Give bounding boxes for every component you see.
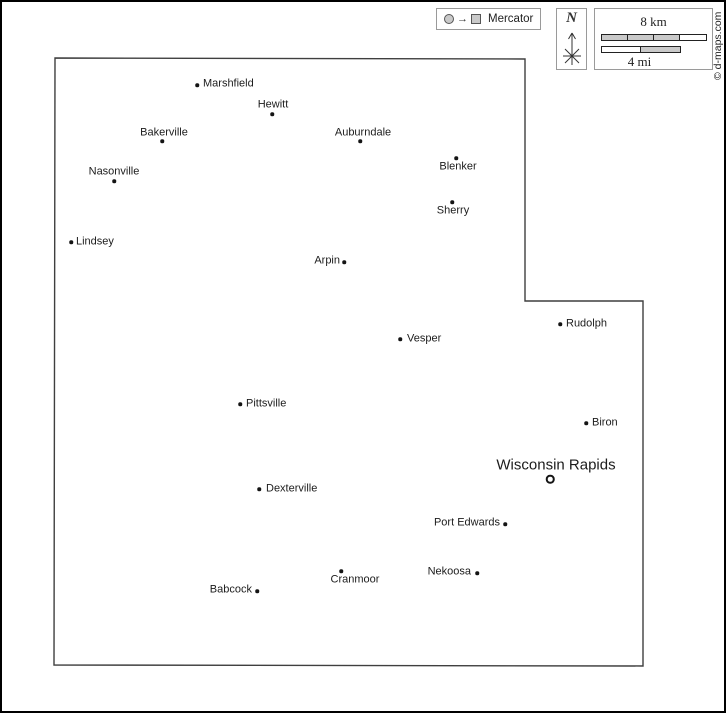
town-label-bakerville: Bakerville [140, 126, 188, 139]
km-bar-segment-1 [628, 35, 654, 40]
town-label-pittsville: Pittsville [246, 397, 287, 410]
town-marker-auburndale [358, 139, 362, 143]
town-marker-sherry [450, 200, 454, 204]
town-marker-pittsville [238, 402, 242, 406]
town-marker-bakerville [160, 139, 164, 143]
globe-circle-icon [444, 14, 454, 24]
town-marker-biron [584, 421, 588, 425]
town-label-hewitt: Hewitt [257, 98, 289, 111]
town-label-nasonville: Nasonville [88, 165, 140, 178]
town-marker-cranmoor [339, 569, 343, 573]
town-marker-blenker [454, 156, 458, 160]
town-marker-nekoosa [475, 571, 479, 575]
km-bar-segment-0 [602, 35, 628, 40]
town-marker-rudolph [558, 322, 562, 326]
town-label-cranmoor: Cranmoor [330, 573, 380, 586]
scale-km-label: 8 km [640, 14, 667, 29]
town-label-dexterville: Dexterville [266, 482, 318, 495]
town-label-sherry: Sherry [436, 204, 470, 217]
arrow-right-icon: → [457, 12, 468, 25]
mi-bar-segment-0 [602, 47, 641, 52]
town-label-lindsey: Lindsey [76, 235, 114, 248]
km-bar-segment-2 [654, 35, 680, 40]
scale-bar-km [601, 34, 707, 41]
town-label-wisconsin-rapids: Wisconsin Rapids [496, 456, 616, 474]
town-label-auburndale: Auburndale [334, 126, 392, 139]
town-label-rudolph: Rudolph [566, 317, 607, 330]
town-marker-vesper [398, 337, 402, 341]
town-marker-nasonville [112, 179, 116, 183]
town-label-marshfield: Marshfield [203, 77, 254, 90]
town-label-vesper: Vesper [407, 332, 442, 345]
town-label-arpin: Arpin [314, 254, 340, 267]
compass-box: N [556, 8, 587, 70]
town-label-biron: Biron [592, 416, 618, 429]
town-marker-dexterville [257, 487, 261, 491]
flat-square-icon [471, 14, 481, 24]
north-label: N [566, 10, 577, 26]
town-marker-marshfield [195, 83, 199, 87]
town-label-blenker: Blenker [439, 160, 477, 173]
county-outline [53, 57, 644, 667]
town-marker-wisconsin-rapids [545, 474, 555, 484]
km-bar-segment-3 [680, 35, 706, 40]
scale-bar-mi [601, 46, 681, 53]
town-label-port-edwards: Port Edwards [433, 516, 500, 529]
town-marker-arpin [342, 260, 346, 264]
projection-legend: → Mercator [436, 8, 542, 30]
scale-box: 8 km 4 mi [594, 8, 713, 70]
town-marker-hewitt [270, 112, 274, 116]
projection-label: Mercator [488, 13, 534, 25]
compass-rose-icon [563, 32, 581, 65]
mi-bar-segment-1 [641, 47, 680, 52]
town-marker-lindsey [69, 240, 73, 244]
town-label-nekoosa: Nekoosa [427, 565, 471, 578]
copyright-text: © d-maps.com [712, 11, 724, 80]
town-marker-port-edwards [503, 522, 507, 526]
town-marker-babcock [255, 589, 259, 593]
town-label-babcock: Babcock [209, 583, 252, 596]
scale-mi-label: 4 mi [627, 54, 652, 69]
